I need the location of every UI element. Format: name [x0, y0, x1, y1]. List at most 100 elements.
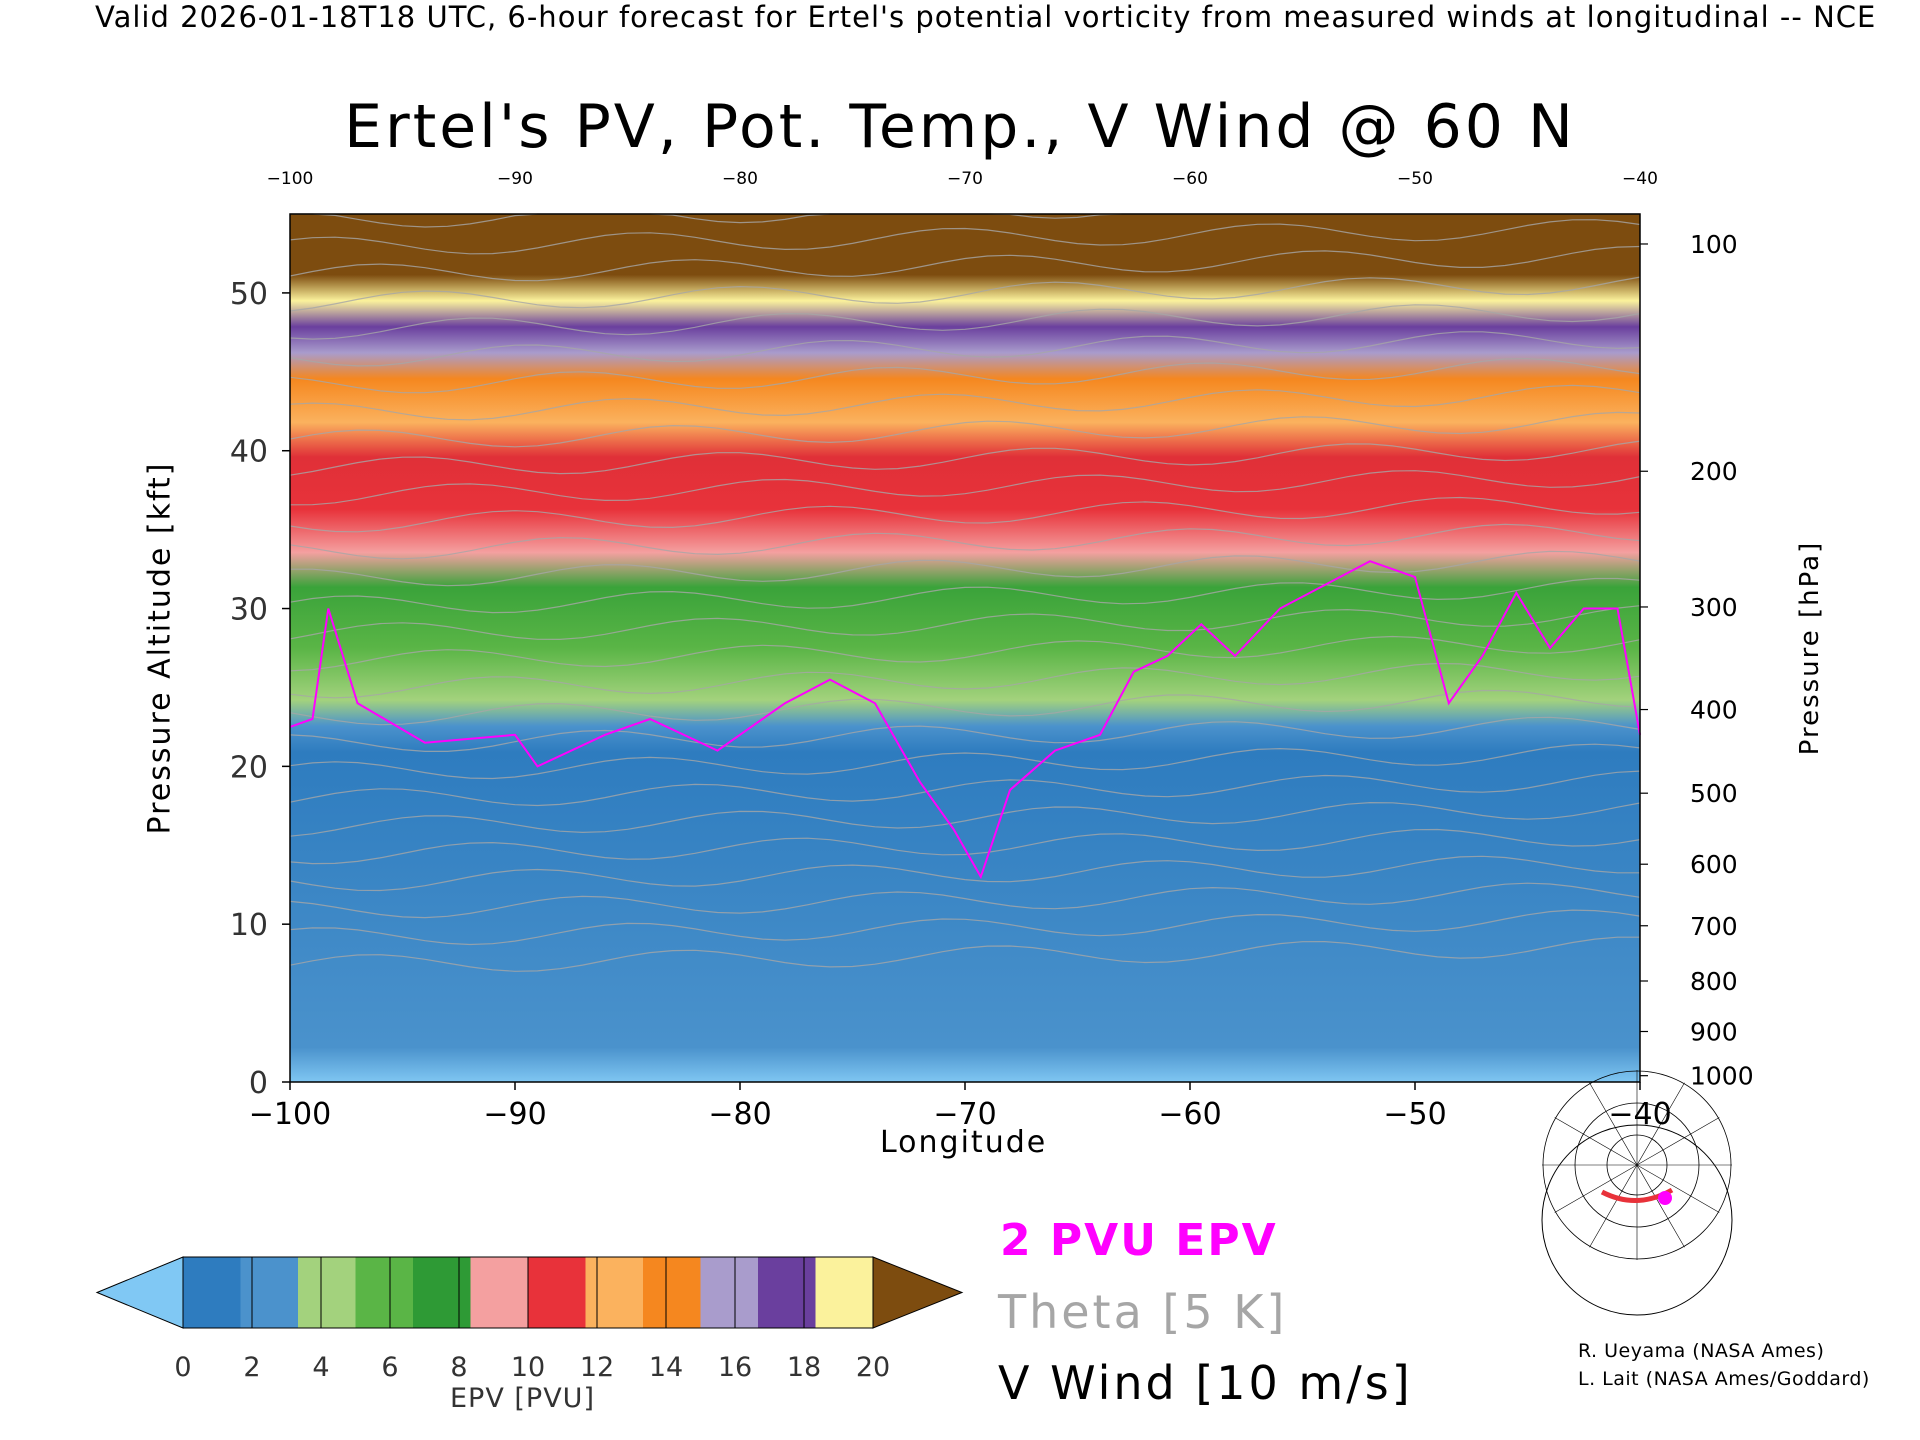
x-tick-label: −80 [708, 1097, 771, 1132]
theta-contour [289, 743, 1641, 780]
theta-contour [289, 496, 1641, 533]
x-tick-label: −90 [483, 1097, 546, 1132]
colorbar-swatch [643, 1257, 701, 1328]
theta-contour [289, 801, 1641, 837]
credit-line-1: R. Ueyama (NASA Ames) [1578, 1340, 1825, 1362]
x-axis-label: Longitude [880, 1125, 1048, 1160]
y-tick-label: 20 [230, 750, 268, 785]
theta-contour [289, 716, 1641, 752]
colorbar-tick-label: 8 [450, 1352, 467, 1383]
y-axis-label: Pressure Altitude [kft] [142, 461, 178, 835]
x-top-tick-label: −50 [1397, 169, 1433, 189]
y-tick-label: 30 [230, 593, 268, 628]
colorbar-swatch [470, 1257, 529, 1328]
x-top-tick-label: −90 [497, 169, 533, 189]
theta-contour [289, 384, 1641, 421]
pressure-tick-label: 900 [1690, 1017, 1738, 1046]
pressure-tick-label: 400 [1690, 696, 1738, 725]
colorbar: 0 2 4 6 8 10 12 14 16 18 20 [95, 1256, 964, 1383]
colorbar-swatch [413, 1257, 471, 1328]
colorbar-tick-label: 12 [580, 1352, 614, 1383]
pressure-tick-label: 600 [1690, 850, 1738, 879]
colorbar-tick-label: 0 [174, 1352, 191, 1383]
y-tick-label: 40 [230, 435, 268, 470]
colorbar-swatch [700, 1257, 759, 1328]
colorbar-over-arrow [872, 1256, 964, 1329]
y2-axis-label: Pressure [hPa] [1795, 540, 1825, 756]
colorbar-swatch [528, 1257, 586, 1328]
colorbar-tick-label: 10 [511, 1352, 545, 1383]
x-top-tick-label: −40 [1622, 169, 1658, 189]
chart-title: Ertel's PV, Pot. Temp., V Wind @ 60 N [344, 92, 1576, 162]
x-tick-label: −60 [1158, 1097, 1221, 1132]
inset-meridian [1554, 1117, 1720, 1213]
theta-contour [290, 550, 1641, 587]
colorbar-swatch [585, 1257, 644, 1328]
plot-area [289, 213, 1641, 1082]
axes: −100 −100 −90 −90 −80 −80 −70 −70 −60 −60 −50 −50 −4… [230, 169, 1754, 1132]
theta-contour [289, 219, 1641, 255]
theta-contour [289, 577, 1641, 614]
theta-contour [289, 770, 1641, 807]
colorbar-swatch [183, 1257, 241, 1328]
colorbar-tick-label: 20 [856, 1352, 890, 1383]
x-top-tick-label: −100 [267, 169, 314, 189]
theta-contour [289, 855, 1640, 892]
theta-contour [289, 635, 1641, 672]
inset-map [1541, 1070, 1733, 1316]
x-tick-label: −100 [249, 1097, 331, 1132]
pressure-tick-label: 700 [1690, 912, 1738, 941]
theta-contour [289, 331, 1641, 367]
colorbar-swatch [758, 1257, 816, 1328]
colorbar-tick-label: 6 [381, 1352, 398, 1383]
y-tick-label: 10 [230, 908, 268, 943]
pressure-tick-label: 1000 [1690, 1062, 1754, 1091]
y-tick-label: 0 [249, 1066, 268, 1101]
pv-legend-label: 2 PVU EPV [1000, 1215, 1278, 1266]
pressure-tick-label: 500 [1690, 779, 1738, 808]
x-tick-label: −50 [1383, 1097, 1446, 1132]
x-top-tick-label: −80 [722, 169, 758, 189]
y-tick-label: 50 [230, 277, 268, 312]
colorbar-under-arrow [95, 1256, 184, 1329]
theta-contour [289, 605, 1641, 641]
theta-contour [289, 276, 1641, 312]
theta-contour [289, 470, 1641, 506]
theta-contour [289, 936, 1640, 972]
colorbar-swatch [298, 1257, 356, 1328]
theta-contour [289, 411, 1641, 448]
pv-field [290, 214, 1640, 1082]
two-pvu-line [289, 560, 1641, 880]
colorbar-label: EPV [PVU] [450, 1383, 595, 1414]
colorbar-swatch [240, 1257, 299, 1328]
theta-legend-label: Theta [5 K] [998, 1285, 1288, 1339]
vwind-legend-label: V Wind [10 m/s] [998, 1356, 1413, 1410]
pressure-tick-label: 200 [1690, 457, 1738, 486]
x-top-tick-label: −70 [947, 169, 983, 189]
pressure-tick-label: 800 [1690, 967, 1738, 996]
theta-contour [289, 828, 1641, 865]
theta-contour [289, 523, 1641, 560]
credit-line-2: L. Lait (NASA Ames/Goddard) [1578, 1368, 1870, 1390]
theta-contour [289, 909, 1641, 946]
colorbar-tick-label: 18 [787, 1352, 821, 1383]
theta-contour [289, 662, 1641, 699]
theta-contour [289, 882, 1641, 919]
colorbar-tick-label: 16 [718, 1352, 752, 1383]
theta-contour [289, 245, 1641, 282]
colorbar-swatch [815, 1257, 874, 1328]
theta-contour [289, 689, 1641, 726]
theta-contour [289, 357, 1641, 394]
x-top-tick-label: −60 [1172, 169, 1208, 189]
colorbar-tick-label: 2 [243, 1352, 260, 1383]
theta-contour [289, 304, 1641, 340]
colorbar-swatch [355, 1257, 414, 1328]
pressure-tick-label: 100 [1690, 230, 1738, 259]
colorbar-tick-label: 14 [649, 1352, 683, 1383]
x-tick-label: −70 [933, 1097, 996, 1132]
forecast-header: Valid 2026-01-18T18 UTC, 6-hour forecast… [95, 0, 1877, 34]
pressure-tick-label: 300 [1690, 593, 1738, 622]
colorbar-tick-label: 4 [312, 1352, 329, 1383]
theta-contour [289, 440, 1641, 476]
